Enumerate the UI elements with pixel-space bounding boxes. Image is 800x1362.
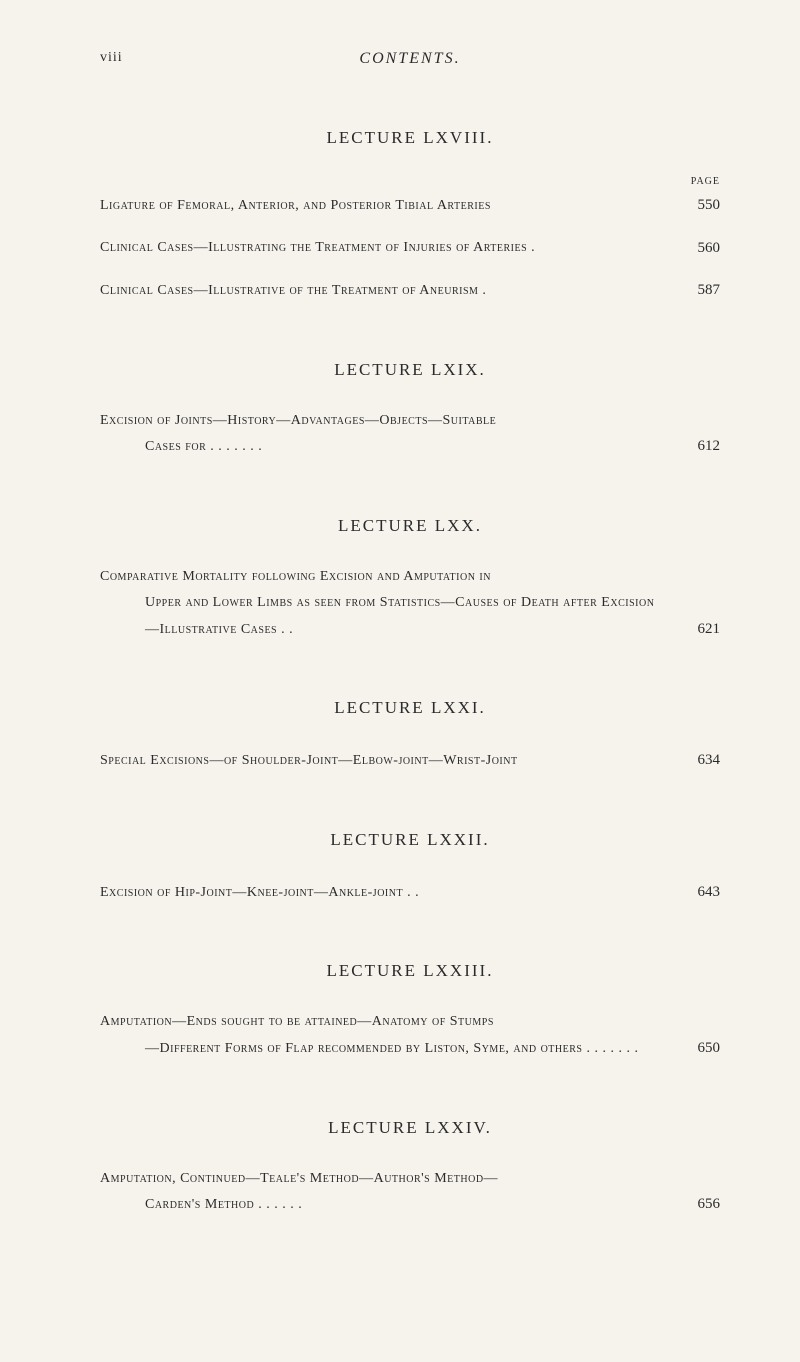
- toc-entry-page: 650: [680, 1034, 720, 1063]
- toc-entry-page: 621: [680, 615, 720, 644]
- toc-entry-page: 643: [680, 878, 720, 907]
- lecture-title: LECTURE LXX.: [100, 516, 720, 536]
- toc-entry: Amputation—Ends sought to be attained—An…: [100, 1009, 720, 1062]
- lecture-block: LECTURE LXX. Comparative Mortality follow…: [100, 516, 720, 644]
- toc-entry: Amputation, Continued—Teale's Method—Aut…: [100, 1166, 720, 1219]
- lectures-container: LECTURE LXVIII. PAGE Ligature of Femoral, …: [100, 128, 720, 1219]
- toc-entry: Clinical Cases—Illustrative of the Treat…: [100, 276, 720, 305]
- toc-entry: Ligature of Femoral, Anterior, and Poste…: [100, 191, 720, 220]
- lecture-block: LECTURE LXXI. Special Excisions—of Should…: [100, 698, 720, 775]
- toc-entry-text: Special Excisions—of Shoulder-Joint—Elbo…: [100, 748, 680, 775]
- toc-entry-page: 612: [680, 432, 720, 461]
- lecture-title: LECTURE LXXIV.: [100, 1118, 720, 1138]
- toc-entry-text: Ligature of Femoral, Anterior, and Poste…: [100, 193, 680, 220]
- toc-entry-text: Excision of Hip-Joint—Knee-joint—Ankle-j…: [100, 880, 680, 907]
- toc-entry: Special Excisions—of Shoulder-Joint—Elbo…: [100, 746, 720, 775]
- lecture-title: LECTURE LXXI.: [100, 698, 720, 718]
- lecture-title: LECTURE LXVIII.: [100, 128, 720, 148]
- toc-entry-text: Clinical Cases—Illustrating the Treatmen…: [100, 235, 680, 262]
- lecture-block: LECTURE LXXII. Excision of Hip-Joint—Knee…: [100, 830, 720, 907]
- toc-entry-text: Amputation—Ends sought to be attained—An…: [100, 1009, 680, 1062]
- contents-header: CONTENTS.: [359, 50, 460, 68]
- page-header: viii CONTENTS.: [100, 50, 720, 68]
- toc-entry-indent: Upper and Lower Limbs as seen from Stati…: [100, 590, 660, 643]
- toc-entry-indent: Cases for . . . . . . .: [100, 434, 660, 461]
- toc-entry: Comparative Mortality following Excision…: [100, 564, 720, 644]
- lecture-block: LECTURE LXXIV. Amputation, Continued—Teal…: [100, 1118, 720, 1219]
- lecture-title: LECTURE LXXII.: [100, 830, 720, 850]
- toc-entry-page: 560: [680, 234, 720, 263]
- toc-entry: Excision of Hip-Joint—Knee-joint—Ankle-j…: [100, 878, 720, 907]
- lecture-block: LECTURE LXXIII. Amputation—Ends sought to…: [100, 961, 720, 1062]
- toc-entry-page: 656: [680, 1190, 720, 1219]
- toc-entry-indent: —Different Forms of Flap recommended by …: [100, 1036, 660, 1063]
- toc-entry-text: Excision of Joints—History—Advantages—Ob…: [100, 408, 680, 461]
- toc-entry-indent: Carden's Method . . . . . .: [100, 1192, 660, 1219]
- lecture-block: LECTURE LXVIII. PAGE Ligature of Femoral, …: [100, 128, 720, 305]
- lecture-title: LECTURE LXXIII.: [100, 961, 720, 981]
- page-column-label: PAGE: [100, 176, 720, 187]
- toc-entry-text: Amputation, Continued—Teale's Method—Aut…: [100, 1166, 680, 1219]
- lecture-title: LECTURE LXIX.: [100, 360, 720, 380]
- toc-entry-page: 634: [680, 746, 720, 775]
- page-roman-numeral: viii: [100, 50, 123, 66]
- toc-entry: Excision of Joints—History—Advantages—Ob…: [100, 408, 720, 461]
- toc-entry-page: 587: [680, 276, 720, 305]
- toc-entry-text: Clinical Cases—Illustrative of the Treat…: [100, 278, 680, 305]
- toc-entry-text: Comparative Mortality following Excision…: [100, 564, 680, 644]
- toc-entry: Clinical Cases—Illustrating the Treatmen…: [100, 234, 720, 263]
- toc-entry-page: 550: [680, 191, 720, 220]
- lecture-block: LECTURE LXIX. Excision of Joints—History—…: [100, 360, 720, 461]
